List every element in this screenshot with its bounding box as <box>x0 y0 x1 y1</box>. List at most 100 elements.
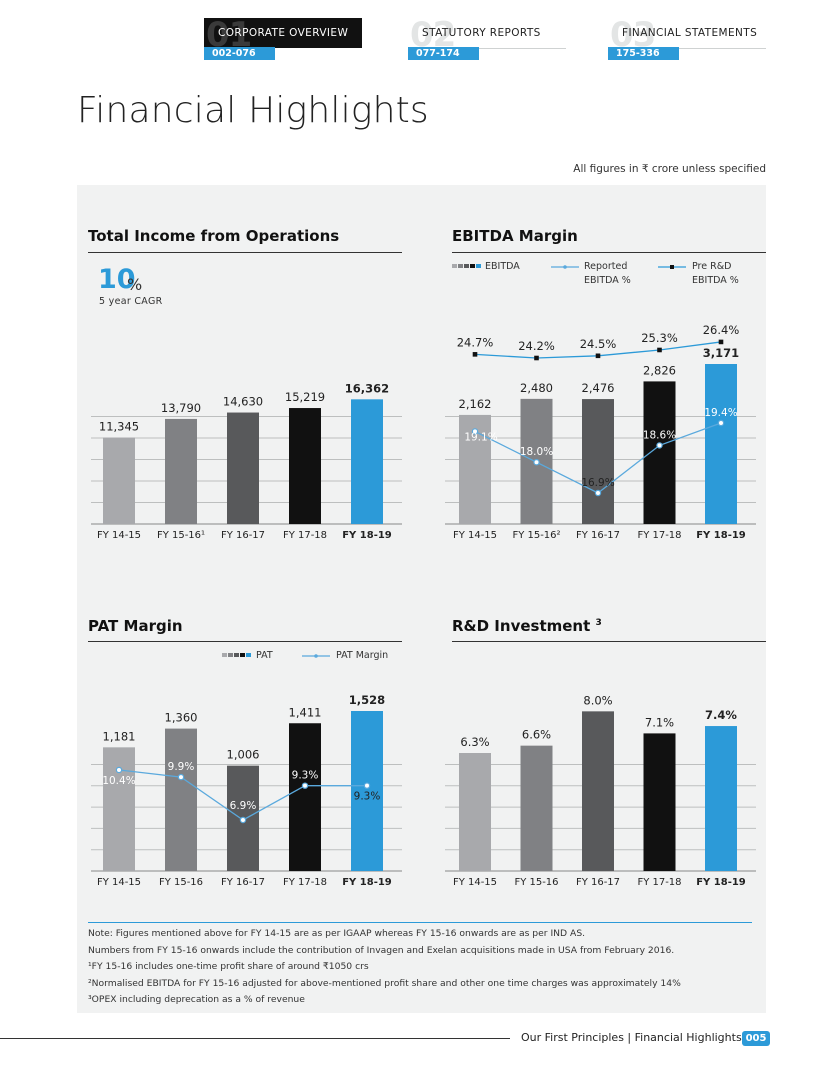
units-note: All figures in ₹ crore unless specified <box>573 163 766 175</box>
prerd-ebitda-label: 24.5% <box>580 337 617 351</box>
x-tick-label: FY 17-18 <box>283 877 327 888</box>
bar-value-label: 6.6% <box>522 728 551 742</box>
bar <box>289 408 321 524</box>
bar-value-label: 16,362 <box>345 381 389 395</box>
footer-text: Our First Principles | Financial Highlig… <box>521 1031 742 1044</box>
note-line: ¹FY 15-16 includes one-time profit share… <box>88 961 369 972</box>
prerd-ebitda-label: 24.2% <box>518 339 555 353</box>
income-chart-title: Total Income from Operations <box>88 227 340 245</box>
legend-line-reported-swatch <box>551 265 579 269</box>
prerd-ebitda-point <box>595 353 601 359</box>
note-line: ³OPEX including deprecation as a % of re… <box>88 994 305 1005</box>
x-tick-label: FY 14-15 <box>453 530 497 541</box>
bar-value-label: 2,826 <box>643 363 676 377</box>
pat-margin-label: 6.9% <box>230 800 257 812</box>
nav-tab-label: FINANCIAL STATEMENTS <box>622 27 758 39</box>
legend-prerd-label-1: Pre R&D <box>692 261 732 272</box>
nav-tab-pages: 002-076 <box>204 47 275 60</box>
bar-value-label: 2,480 <box>520 381 553 395</box>
nav-tab-pages: 175-336 <box>608 47 679 60</box>
reported-ebitda-point <box>471 428 479 435</box>
x-tick-label: FY 14-15 <box>97 877 141 888</box>
note-line: Note: Figures mentioned above for FY 14-… <box>88 928 586 939</box>
charts-panel <box>77 185 766 1013</box>
nav-tab-number: 01 <box>206 15 252 55</box>
nav-tab-label: CORPORATE OVERVIEW <box>218 27 349 39</box>
pat-margin-label: 10.4% <box>102 775 135 787</box>
legend-reported-label-1: Reported <box>584 261 628 272</box>
legend-line-pat-swatch <box>302 654 330 658</box>
reported-ebitda-label: 19.4% <box>704 407 737 419</box>
bar <box>103 437 135 524</box>
bar-value-label: 7.4% <box>705 708 737 722</box>
reported-ebitda-label: 19.1% <box>464 431 497 443</box>
ebitda-legend: EBITDA Reported EBITDA % Pre R&D EBITDA … <box>452 261 752 291</box>
nav-tab-corporate-overview[interactable]: 01 CORPORATE OVERVIEW <box>204 18 362 52</box>
cagr-label: 5 year CAGR <box>99 296 163 307</box>
page-title: Financial Highlights <box>77 90 429 131</box>
x-tick-label: FY 15-16 <box>159 877 203 888</box>
prerd-ebitda-point <box>472 352 478 357</box>
prerd-ebitda-point <box>657 347 662 353</box>
legend-bar-swatch <box>222 653 251 657</box>
rnd-chart-title: R&D Investment 3 <box>452 617 602 635</box>
income-title-rule <box>88 252 402 253</box>
legend-reported-label-2: EBITDA % <box>584 275 631 286</box>
nav-tab-number: 02 <box>410 15 456 55</box>
pat-margin-label: 9.9% <box>168 761 195 773</box>
bar <box>227 412 259 524</box>
rnd-title-rule <box>452 641 766 642</box>
prerd-ebitda-label: 25.3% <box>641 331 678 345</box>
x-tick-label: FY 18-19 <box>342 877 392 888</box>
prerd-ebitda-point <box>718 339 724 345</box>
pat-margin-point <box>301 782 309 789</box>
pat-margin-point <box>177 773 185 781</box>
pat-margin-label: 9.3% <box>292 770 319 782</box>
note-line: ²Normalised EBITDA for FY 15-16 adjusted… <box>88 977 681 989</box>
nav-tab-financial-statements[interactable]: 03 FINANCIAL STATEMENTS <box>608 18 766 52</box>
bar-value-label: 14,630 <box>223 395 263 409</box>
pat-legend: PAT PAT Margin <box>222 650 402 664</box>
reported-ebitda-label: 18.0% <box>520 446 553 458</box>
legend-ebitda-label: EBITDA <box>485 261 520 272</box>
x-tick-label: FY 14-15 <box>453 877 497 888</box>
bar-value-label: 3,171 <box>703 346 739 360</box>
bar <box>289 723 321 871</box>
nav-tab-statutory-reports[interactable]: 02 STATUTORY REPORTS <box>408 15 566 55</box>
bar <box>459 753 491 871</box>
bar <box>705 364 737 524</box>
bar-value-label: 1,360 <box>165 711 198 725</box>
bar <box>582 399 614 524</box>
bar <box>351 399 383 524</box>
x-tick-label: FY 17-18 <box>637 530 681 541</box>
income-chart: 11,345 FY 14-15 13,790 FY 15-16¹ 14,630 FY 16… <box>91 381 402 541</box>
x-tick-label: FY 15-16 <box>514 877 558 888</box>
reported-ebitda-point <box>594 489 602 497</box>
bar <box>165 728 197 871</box>
bar-value-label: 15,219 <box>285 390 325 404</box>
reported-ebitda-label: 16.9% <box>581 477 614 489</box>
cagr-value: 10 <box>98 264 136 295</box>
bar-value-label: 2,162 <box>459 397 492 411</box>
bar-value-label: 6.3% <box>460 735 489 749</box>
rnd-title-footnote: 3 <box>595 618 602 628</box>
pat-chart: 1,181 FY 14-15 1,360 FY 15-16 1,006 FY 16-17 1… <box>91 693 402 888</box>
legend-bar-swatch <box>452 264 481 268</box>
pat-margin-point <box>115 766 123 774</box>
pat-title-rule <box>88 641 402 642</box>
pat-margin-point <box>239 816 247 824</box>
x-tick-label: FY 16-17 <box>221 530 265 541</box>
x-tick-label: FY 14-15 <box>97 530 141 541</box>
reported-ebitda-point <box>656 442 663 449</box>
bar-value-label: 1,006 <box>227 748 260 762</box>
bar <box>643 381 676 524</box>
pat-chart-title: PAT Margin <box>88 617 183 635</box>
bar-value-label: 1,528 <box>349 693 385 707</box>
bar-value-label: 1,411 <box>289 705 322 719</box>
ebitda-title-rule <box>452 252 766 253</box>
notes-rule <box>88 922 752 923</box>
legend-pat-label: PAT <box>256 650 273 661</box>
notes: Note: Figures mentioned above for FY 14-… <box>88 926 748 1009</box>
reported-ebitda-label: 18.6% <box>643 429 676 441</box>
footer-rule <box>0 1038 510 1039</box>
